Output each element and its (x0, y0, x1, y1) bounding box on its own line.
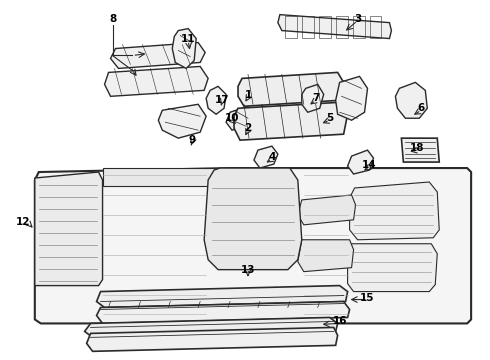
Polygon shape (238, 72, 343, 106)
Polygon shape (278, 15, 392, 39)
Text: 10: 10 (225, 113, 239, 123)
Text: 15: 15 (360, 293, 375, 302)
Text: 13: 13 (241, 265, 255, 275)
Polygon shape (226, 106, 252, 130)
Polygon shape (204, 168, 302, 270)
Circle shape (408, 96, 416, 104)
Text: 8: 8 (109, 14, 116, 24)
Text: 4: 4 (268, 152, 275, 162)
Text: 17: 17 (215, 95, 229, 105)
Polygon shape (35, 172, 102, 285)
Text: 1: 1 (245, 90, 251, 100)
Circle shape (267, 84, 277, 93)
Polygon shape (111, 42, 205, 68)
Polygon shape (104, 67, 208, 96)
Polygon shape (401, 138, 439, 162)
Circle shape (404, 92, 420, 108)
Polygon shape (97, 302, 349, 323)
Text: 12: 12 (16, 217, 30, 227)
Text: 11: 11 (181, 33, 196, 44)
Polygon shape (395, 82, 427, 118)
Polygon shape (254, 146, 278, 168)
Text: 18: 18 (410, 143, 424, 153)
Polygon shape (172, 28, 196, 68)
Text: 6: 6 (417, 103, 425, 113)
Polygon shape (87, 328, 338, 351)
Polygon shape (298, 195, 356, 225)
Polygon shape (298, 240, 354, 272)
Circle shape (261, 152, 271, 162)
Polygon shape (97, 285, 347, 307)
Polygon shape (206, 86, 226, 114)
Polygon shape (102, 168, 220, 186)
Polygon shape (302, 84, 324, 112)
Polygon shape (234, 102, 347, 140)
Polygon shape (158, 104, 206, 138)
Text: 3: 3 (354, 14, 361, 24)
Circle shape (303, 115, 313, 125)
Circle shape (263, 115, 273, 125)
Text: 14: 14 (362, 160, 377, 170)
Polygon shape (35, 168, 471, 323)
Polygon shape (336, 76, 368, 120)
Polygon shape (85, 318, 338, 337)
Text: 9: 9 (189, 135, 196, 145)
Text: 5: 5 (326, 113, 333, 123)
Text: 7: 7 (312, 93, 319, 103)
Polygon shape (349, 182, 439, 240)
Polygon shape (347, 244, 437, 292)
Text: 16: 16 (332, 316, 347, 327)
Polygon shape (347, 150, 373, 174)
Circle shape (356, 157, 366, 167)
Circle shape (300, 84, 310, 93)
Text: 2: 2 (245, 123, 251, 133)
